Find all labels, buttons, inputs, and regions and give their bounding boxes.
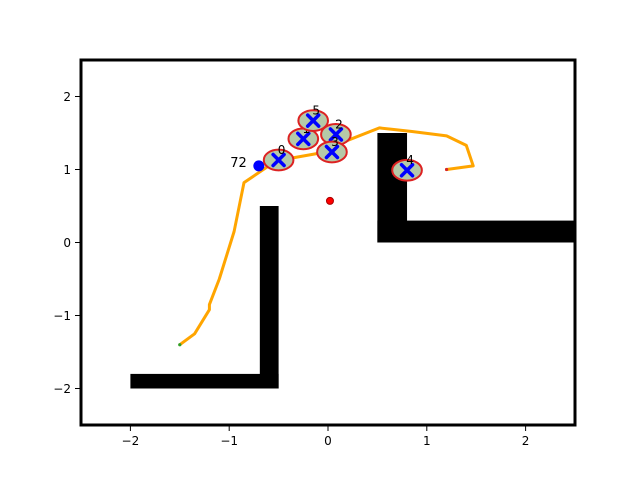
agent-id-label: 0: [278, 143, 286, 157]
axes-frame: [79, 58, 577, 427]
agents-layer: 012345: [262, 104, 423, 182]
y-tick-label: −1: [53, 309, 71, 323]
current-agent-label: 72: [230, 156, 247, 171]
axis-ticks: −2 −1 0 1 2 −2 −1 0 1 2: [53, 90, 529, 448]
x-tick-label: 0: [324, 434, 332, 448]
agent-marker-b: [305, 113, 321, 128]
agent-id-label: 4: [406, 153, 414, 167]
agent-4: 4: [391, 153, 423, 182]
x-tick-label: 2: [522, 434, 530, 448]
agent-3: 3: [316, 135, 348, 164]
y-tick-label: 2: [63, 90, 71, 104]
center-marker: [325, 196, 334, 205]
x-tick-label: 1: [423, 434, 431, 448]
y-tick-label: −2: [53, 382, 71, 396]
agent-marker-b: [296, 131, 311, 147]
agent-id-label: 5: [312, 104, 320, 118]
x-tick-label: −1: [220, 434, 238, 448]
obstacle-1: [259, 206, 279, 389]
obstacle-3: [377, 220, 575, 243]
x-tick-label: −2: [122, 434, 140, 448]
agent-marker-b: [324, 144, 340, 160]
agent-marker-b: [399, 162, 415, 178]
agent-id-label: 3: [331, 135, 339, 149]
agent-marker-b: [328, 127, 344, 142]
agent-2: 2: [320, 117, 352, 146]
y-tick-label: 0: [63, 236, 71, 250]
start-point: [178, 343, 182, 347]
agent-marker-b: [271, 152, 286, 168]
markers-layer: 72: [178, 156, 449, 347]
current-agent-point: [253, 160, 265, 172]
obstacles: [130, 133, 575, 389]
agent-5: 5: [297, 104, 329, 132]
axes-border: [79, 58, 577, 427]
obstacle-0: [130, 373, 279, 389]
goal-point: [444, 167, 449, 172]
agent-0: 0: [262, 143, 295, 172]
y-tick-label: 1: [63, 163, 71, 177]
agent-id-label: 2: [335, 117, 343, 131]
